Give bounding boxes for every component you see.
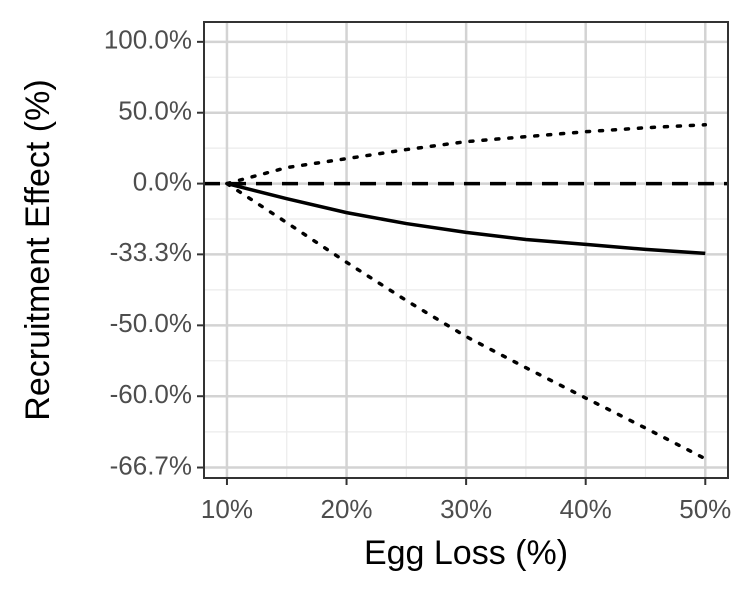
y-tick-label: 50.0%: [118, 96, 192, 126]
y-axis-title: Recruitment Effect (%): [19, 79, 57, 420]
x-tick-label: 30%: [440, 494, 492, 524]
y-tick-label: -66.7%: [110, 450, 192, 480]
x-tick-label: 20%: [321, 494, 373, 524]
y-tick-label: 100.0%: [104, 25, 192, 55]
y-tick-label: -60.0%: [110, 379, 192, 409]
x-tick-label: 40%: [560, 494, 612, 524]
x-axis-title: Egg Loss (%): [364, 534, 568, 572]
y-tick-label: -50.0%: [110, 308, 192, 338]
y-tick-label: 0.0%: [133, 166, 192, 196]
data-line: [225, 123, 708, 186]
plot-border: [203, 21, 729, 479]
x-tick-label: 50%: [679, 494, 731, 524]
x-tick-label: 10%: [201, 494, 253, 524]
data-line: [226, 181, 706, 256]
data-line: [225, 181, 708, 461]
y-tick-label: -33.3%: [110, 237, 192, 267]
